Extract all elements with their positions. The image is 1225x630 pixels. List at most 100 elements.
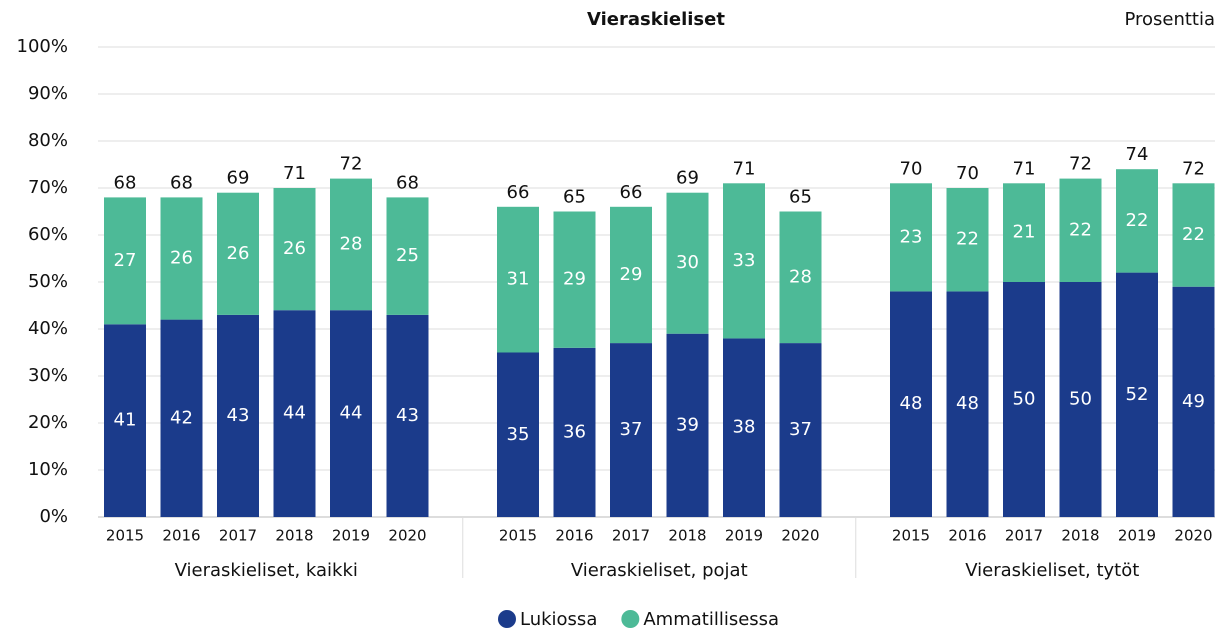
x-tick-label: 2017: [219, 527, 257, 545]
y-tick-label: 90%: [28, 83, 68, 104]
legend-label: Ammatillisessa: [643, 609, 779, 630]
bar-segment: [1059, 282, 1102, 517]
data-label: 22: [1182, 224, 1205, 245]
x-tick-label: 2019: [332, 527, 370, 545]
total-label: 68: [396, 172, 419, 193]
bar-segment: [610, 206, 652, 344]
x-tick-label: 2016: [555, 527, 593, 545]
bar-segment: [779, 343, 822, 517]
bar-segment: [553, 211, 596, 348]
data-label: 39: [676, 414, 699, 435]
bar-segment: [946, 291, 989, 517]
bar-segment: [1003, 183, 1045, 282]
y-tick-label: 60%: [28, 224, 68, 245]
bar-segment: [217, 192, 259, 315]
total-label: 65: [789, 187, 812, 208]
data-label: 41: [114, 410, 137, 431]
legend-marker: [621, 610, 640, 628]
bar-segment: [723, 338, 765, 517]
total-label: 66: [507, 182, 530, 203]
bar-segment: [890, 291, 932, 517]
total-label: 68: [170, 172, 193, 193]
data-label: 28: [789, 266, 812, 287]
data-label: 30: [676, 252, 699, 273]
data-label: 48: [956, 393, 979, 414]
total-label: 71: [1013, 158, 1036, 179]
data-label: 28: [340, 233, 363, 254]
bar-segment: [1172, 286, 1215, 517]
data-label: 26: [283, 238, 306, 259]
group-label: Vieraskieliset, pojat: [571, 560, 748, 581]
chart-title: Vieraskieliset: [587, 9, 725, 30]
x-tick-label: 2020: [1174, 527, 1212, 545]
y-tick-label: 80%: [28, 130, 68, 151]
bar-segment: [1116, 169, 1158, 273]
total-label: 68: [114, 172, 137, 193]
bar-segment: [553, 347, 596, 517]
data-label: 33: [733, 250, 756, 271]
bar-segment: [779, 211, 822, 344]
data-label: 44: [340, 403, 363, 424]
x-tick-label: 2015: [892, 527, 930, 545]
data-label: 26: [170, 248, 193, 269]
data-label: 38: [733, 417, 756, 438]
total-label: 66: [620, 182, 643, 203]
y-tick-label: 20%: [28, 412, 68, 433]
bar-segment: [666, 192, 709, 334]
bar-segment: [330, 178, 372, 311]
x-tick-label: 2017: [612, 527, 650, 545]
y-tick-label: 40%: [28, 318, 68, 339]
bar-segment: [330, 310, 372, 517]
bar-segment: [723, 183, 765, 339]
data-label: 35: [507, 424, 530, 445]
bar-segment: [1059, 178, 1102, 282]
data-label: 37: [620, 419, 643, 440]
bar-segment: [273, 310, 316, 517]
total-label: 72: [340, 154, 363, 175]
x-tick-label: 2018: [668, 527, 706, 545]
data-label: 42: [170, 407, 193, 428]
y-tick-label: 50%: [28, 271, 68, 292]
bar-segment: [386, 197, 429, 315]
data-label: 21: [1013, 222, 1036, 243]
data-label: 23: [900, 226, 923, 247]
y-tick-label: 10%: [28, 459, 68, 480]
x-tick-label: 2015: [106, 527, 144, 545]
data-label: 26: [227, 243, 250, 264]
bar-segment: [1172, 183, 1215, 287]
total-label: 70: [956, 163, 979, 184]
data-label: 36: [563, 421, 586, 442]
x-tick-label: 2018: [1061, 527, 1099, 545]
bar-segment: [273, 188, 316, 311]
y-tick-label: 70%: [28, 177, 68, 198]
total-label: 72: [1182, 158, 1205, 179]
bar-segment: [610, 343, 652, 517]
bar-segment: [946, 188, 989, 292]
total-label: 70: [900, 158, 923, 179]
y-tick-label: 100%: [17, 36, 68, 57]
x-tick-label: 2016: [948, 527, 986, 545]
bar-segment: [386, 314, 429, 517]
total-label: 72: [1069, 154, 1092, 175]
data-label: 22: [1126, 210, 1149, 231]
y-tick-label: 30%: [28, 365, 68, 386]
data-label: 50: [1069, 389, 1092, 410]
x-tick-label: 2016: [162, 527, 200, 545]
data-label: 29: [620, 264, 643, 285]
bar-segment: [497, 352, 539, 517]
legend-label: Lukiossa: [520, 609, 597, 630]
data-label: 31: [507, 269, 530, 290]
total-label: 69: [676, 168, 699, 189]
x-tick-label: 2020: [388, 527, 426, 545]
bar-segment: [217, 314, 259, 517]
data-label: 43: [396, 405, 419, 426]
data-label: 27: [114, 250, 137, 271]
bar-segment: [160, 197, 203, 320]
y-tick-label: 0%: [39, 506, 68, 527]
data-label: 37: [789, 419, 812, 440]
data-label: 22: [1069, 219, 1092, 240]
group-label: Vieraskieliset, kaikki: [175, 560, 358, 581]
data-label: 43: [227, 405, 250, 426]
bar-segment: [160, 319, 203, 517]
total-label: 71: [283, 163, 306, 184]
